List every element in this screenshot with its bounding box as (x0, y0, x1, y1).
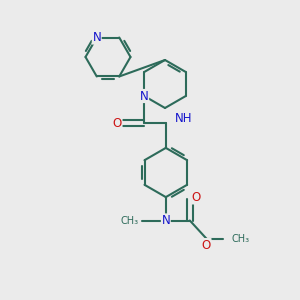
Text: N: N (92, 31, 101, 44)
Text: O: O (202, 238, 211, 252)
Text: N: N (161, 214, 170, 227)
Text: CH₃: CH₃ (232, 233, 250, 244)
Text: O: O (192, 191, 201, 204)
Text: O: O (112, 116, 122, 130)
Text: CH₃: CH₃ (120, 215, 138, 226)
Text: N: N (140, 89, 148, 103)
Text: NH: NH (175, 112, 192, 125)
